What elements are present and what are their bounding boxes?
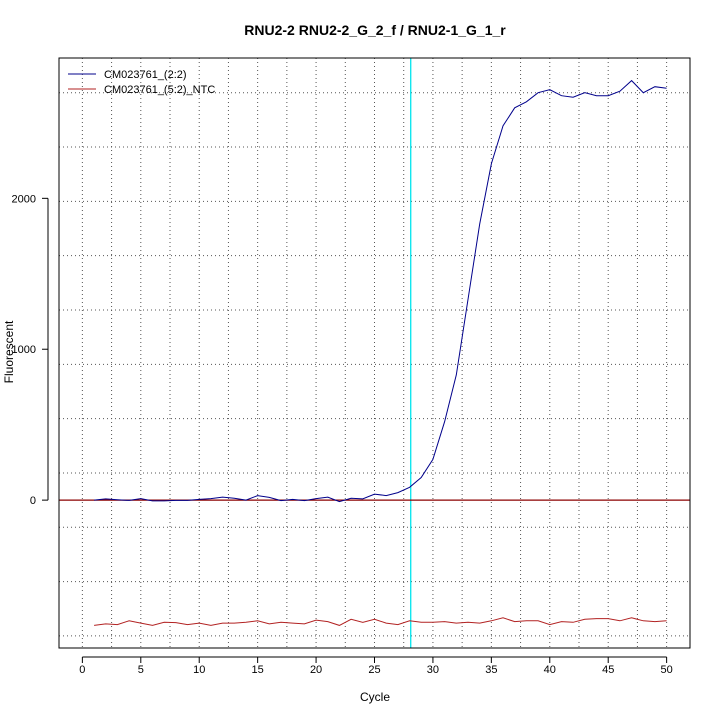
grid [59,58,690,648]
y-tick-label: 2000 [12,193,36,205]
legend-label-1: CM023761_(2:2) [104,69,187,81]
x-tick-label: 25 [368,664,380,676]
reference-lines [59,58,690,648]
y-axis: 0 1000 2000 [12,193,49,507]
x-axis: 0 5 10 15 20 25 30 35 40 45 50 [79,656,673,676]
x-tick-label: 5 [138,664,144,676]
x-tick-label: 40 [544,664,556,676]
y-axis-label: Fluorescent [2,320,16,383]
plot-frame [58,57,691,649]
x-tick-label: 35 [485,664,497,676]
x-tick-label: 10 [193,664,205,676]
x-axis-label: Cycle [360,690,390,704]
x-tick-label: 30 [427,664,439,676]
y-tick-label: 1000 [12,344,36,356]
series-line-1 [94,79,667,503]
x-tick-label: 0 [79,664,85,676]
x-tick-label: 50 [661,664,673,676]
series-line-2 [94,617,667,626]
legend-label-2: CM023761_(5:2)_NTC [104,84,215,96]
x-tick-label: 20 [310,664,322,676]
chart-title: RNU2-2 RNU2-2_G_2_f / RNU2-1_G_1_r [244,22,506,38]
series-lines [94,79,667,626]
y-tick-label: 0 [30,495,36,507]
legend: CM023761_(2:2) CM023761_(5:2)_NTC [68,69,215,96]
x-tick-label: 45 [602,664,614,676]
x-tick-label: 15 [252,664,264,676]
